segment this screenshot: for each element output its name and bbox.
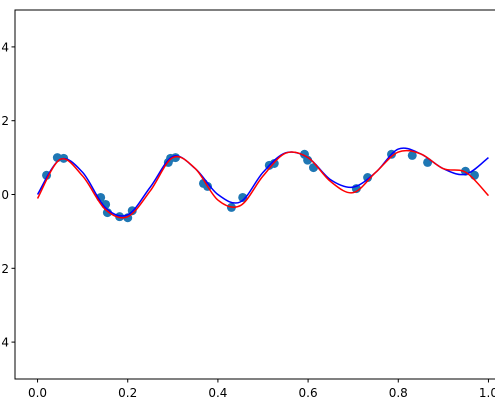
plot-frame (14, 9, 495, 380)
fit-line (36, 149, 490, 219)
y-tick-label: −0.4 (0, 336, 9, 350)
y-tick-label: 0.2 (0, 114, 9, 128)
x-tick-label: 0.4 (208, 386, 227, 400)
y-tick-label: 0.4 (0, 40, 9, 54)
fit-line (36, 147, 489, 217)
x-tick-label: 0.8 (389, 386, 408, 400)
y-tick-label: 0.0 (0, 188, 9, 202)
y-tick-label: −0.2 (0, 262, 9, 276)
x-tick-label: 0.0 (28, 386, 47, 400)
data-point (238, 192, 248, 202)
data-point (363, 173, 373, 183)
x-tick-label: 0.6 (299, 386, 318, 400)
x-tick-label: 1.0 (479, 386, 495, 400)
x-tick-label: 0.2 (118, 386, 137, 400)
data-point (407, 150, 417, 160)
data-point (115, 212, 125, 222)
